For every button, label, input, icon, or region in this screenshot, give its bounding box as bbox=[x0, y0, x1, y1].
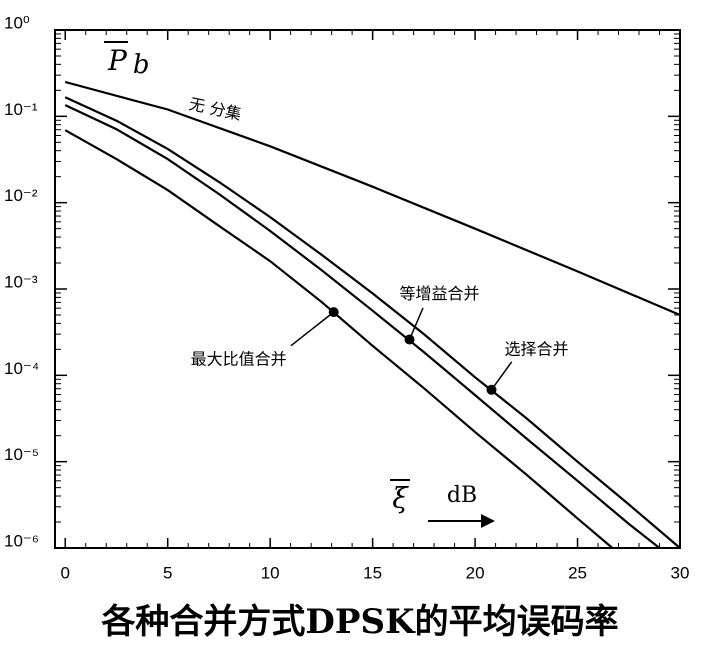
y-tick-label: 10⁻⁵ bbox=[4, 445, 39, 464]
leader-line bbox=[490, 361, 513, 391]
series-line bbox=[64, 104, 661, 549]
marker bbox=[404, 334, 415, 345]
x-tick-label: 25 bbox=[568, 563, 587, 582]
y-tick-label: 10⁻³ bbox=[4, 272, 38, 291]
marker bbox=[486, 384, 497, 395]
x-tick-label: 30 bbox=[671, 563, 690, 582]
annotation-label: 选择合并 bbox=[504, 339, 568, 358]
y-label-sub: b bbox=[133, 50, 150, 80]
chart-title: 各种合并方式DPSK的平均误码率 bbox=[101, 602, 618, 642]
x-tick-label: 15 bbox=[363, 563, 382, 582]
y-tick-label: 10⁻² bbox=[4, 186, 38, 205]
leader-line bbox=[408, 307, 424, 340]
y-label-main: P bbox=[107, 44, 128, 77]
series-line bbox=[64, 96, 681, 549]
y-tick-label: 10⁻⁶ bbox=[4, 531, 39, 550]
y-tick-label: 10⁰ bbox=[4, 13, 30, 32]
annotation-label: 最大比值合并 bbox=[191, 350, 287, 369]
series-line bbox=[64, 80, 681, 317]
y-tick-label: 10⁻¹ bbox=[4, 100, 38, 119]
x-axis-label: ξ bbox=[392, 482, 409, 515]
x-unit-label: dB bbox=[447, 483, 477, 508]
marker bbox=[328, 307, 339, 318]
x-tick-label: 5 bbox=[163, 563, 172, 582]
arrow-head bbox=[481, 514, 495, 528]
y-tick-label: 10⁻⁴ bbox=[4, 359, 39, 378]
x-tick-label: 10 bbox=[261, 563, 280, 582]
leader-line bbox=[290, 311, 335, 347]
annotation-label: 等增益合并 bbox=[400, 284, 480, 303]
series-line bbox=[64, 129, 614, 549]
x-tick-label: 20 bbox=[466, 563, 485, 582]
x-tick-label: 0 bbox=[61, 563, 70, 582]
